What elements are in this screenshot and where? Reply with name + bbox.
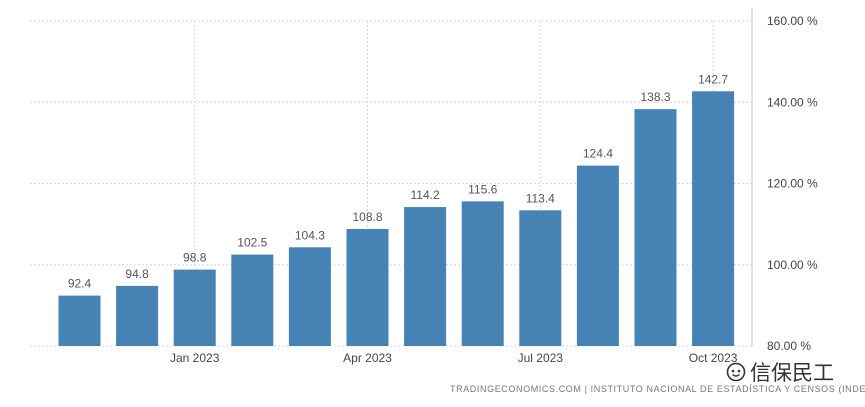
bar-value-label: 113.4 [526, 191, 555, 205]
x-tick-label: Oct 2023 [689, 351, 738, 365]
bar [58, 295, 101, 346]
y-tick-label: 120.00 % [767, 177, 818, 191]
bar [634, 109, 677, 346]
bar [288, 247, 331, 346]
y-axis: 80.00 % 100.00 % 120.00 % 140.00 % 160.00 % [751, 8, 818, 353]
bar [519, 210, 562, 346]
value-labels: 92.4 94.8 98.8 102.5 104.3 108.8 114.2 115.6 113… [68, 72, 729, 290]
bar-value-label: 98.8 [183, 251, 207, 265]
bar-value-label: 94.8 [125, 267, 149, 281]
x-tick-label: Jan 2023 [170, 351, 220, 365]
x-tick-label: Jul 2023 [518, 351, 564, 365]
bar [576, 165, 619, 346]
source-note: TRADINGECONOMICS.COM | INSTITUTO NACIONA… [450, 384, 865, 394]
bar-value-label: 124.4 [583, 147, 613, 161]
bar-value-label: 115.6 [468, 182, 497, 196]
bar-value-label: 104.3 [295, 228, 325, 242]
bar [404, 207, 447, 346]
bar [461, 201, 504, 346]
bar [173, 269, 216, 346]
bar-value-label: 108.8 [352, 210, 382, 224]
bar [116, 285, 159, 346]
bar-value-label: 92.4 [68, 277, 92, 291]
watermark-text: 信保民工 [750, 361, 834, 385]
bar [231, 254, 274, 346]
bar-value-label: 102.5 [237, 236, 267, 250]
wechat-icon [726, 362, 746, 382]
watermark: 信保民工 [726, 357, 834, 387]
y-tick-label: 80.00 % [767, 339, 811, 353]
grid-lines [30, 20, 752, 347]
y-tick-label: 100.00 % [767, 258, 818, 272]
x-axis: Jan 2023 Apr 2023 Jul 2023 Oct 2023 [170, 351, 738, 365]
x-tick-label: Apr 2023 [343, 351, 392, 365]
bar-value-label: 142.7 [698, 72, 728, 86]
bar [346, 229, 389, 346]
bar-value-label: 138.3 [640, 90, 670, 104]
bar-value-label: 114.2 [411, 188, 440, 202]
bars [58, 91, 735, 346]
bar [692, 91, 735, 346]
y-tick-label: 160.00 % [767, 14, 818, 28]
y-tick-label: 140.00 % [767, 95, 818, 109]
